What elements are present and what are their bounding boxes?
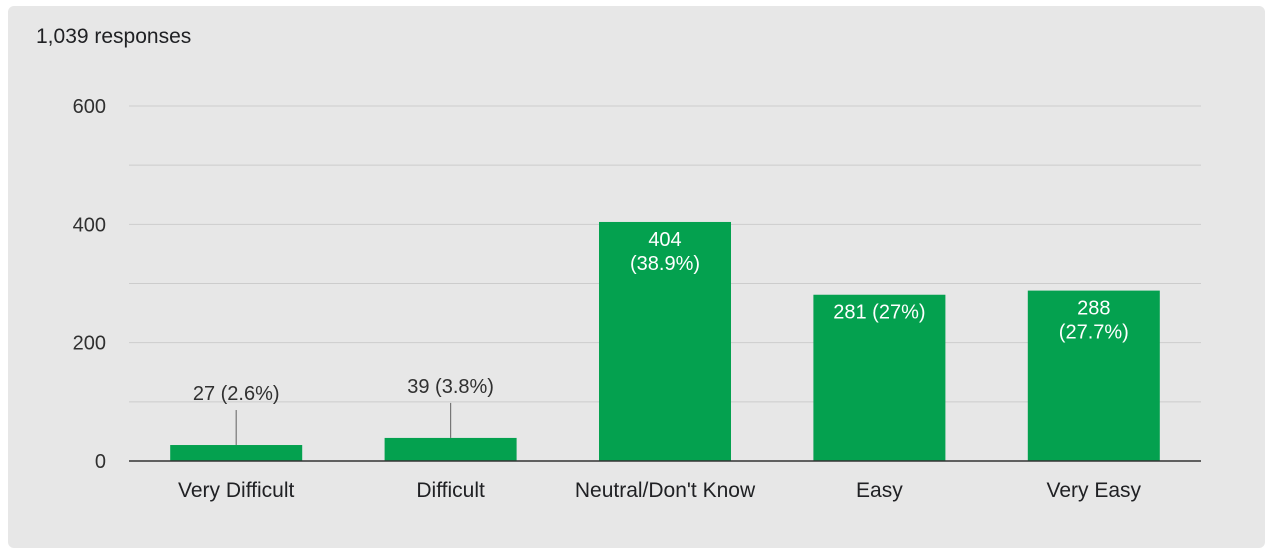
data-label: (38.9%) [630, 253, 700, 275]
chart-card: 1,039 responses 0 200 400 600 27 (2.6%) Very … [8, 6, 1265, 548]
y-tick-label: 600 [73, 96, 106, 118]
x-category-label: Very Difficult [178, 479, 294, 502]
data-label: 281 (27%) [833, 302, 925, 324]
y-tick-label: 200 [73, 333, 106, 355]
data-label: 39 (3.8%) [407, 376, 494, 398]
data-label: 404 [648, 229, 681, 251]
bar [1027, 290, 1160, 461]
y-tick-label: 400 [73, 214, 106, 236]
bar-chart: 0 200 400 600 27 (2.6%) Very Difficult 39 (3.8… [73, 96, 1201, 502]
y-tick-label: 0 [95, 451, 106, 473]
bar [599, 221, 731, 461]
bar [170, 445, 303, 461]
data-label: (27.7%) [1059, 322, 1129, 344]
bar [813, 294, 946, 461]
data-label: 27 (2.6%) [193, 383, 280, 405]
bar [384, 437, 517, 461]
x-category-label: Difficult [416, 479, 485, 502]
x-category-label: Neutral/Don't Know [575, 479, 756, 502]
x-category-label: Very Easy [1047, 479, 1142, 502]
response-count: 1,039 responses [36, 25, 192, 48]
x-category-label: Easy [856, 479, 903, 502]
data-label: 288 [1077, 298, 1110, 320]
